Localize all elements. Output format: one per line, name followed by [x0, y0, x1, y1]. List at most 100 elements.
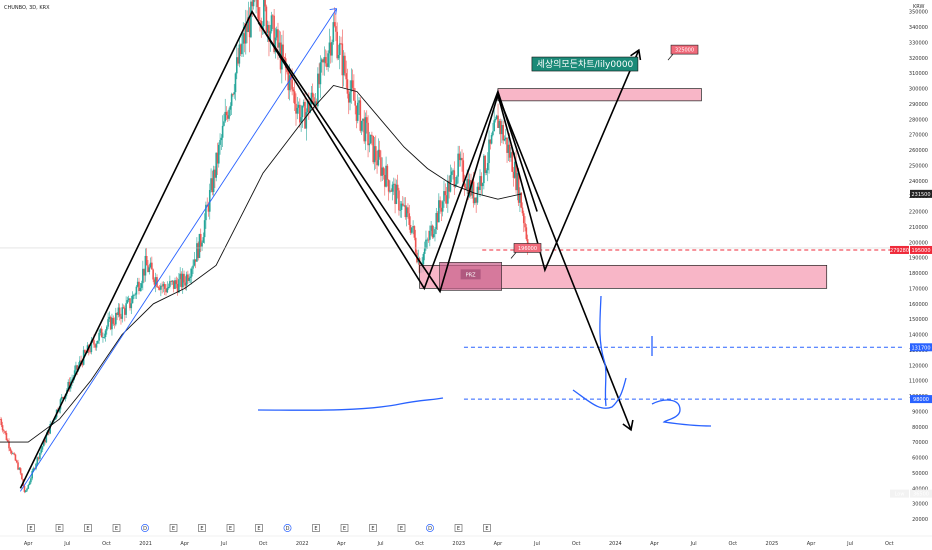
uptrend-line[interactable] [19, 8, 338, 492]
candle [95, 343, 98, 348]
candle [274, 37, 277, 53]
candle [148, 267, 151, 273]
candle [108, 316, 111, 320]
y-tick-label: 290000 [909, 102, 928, 108]
supply-demand-zones[interactable]: PRZ [419, 88, 828, 291]
candle [344, 55, 346, 74]
candle [13, 453, 15, 455]
candle [313, 97, 315, 105]
candle [319, 62, 322, 85]
earnings-marker[interactable] [312, 524, 320, 532]
candle [510, 152, 512, 158]
candle [48, 430, 50, 434]
earnings-marker[interactable] [226, 524, 235, 532]
candle [445, 195, 448, 204]
candle [372, 135, 375, 163]
prz-zone[interactable] [419, 264, 828, 289]
candle [495, 115, 498, 120]
earnings-marker[interactable] [112, 524, 121, 532]
candle [1, 425, 4, 431]
earnings-marker[interactable] [369, 524, 377, 532]
trendline[interactable] [19, 8, 338, 492]
candle [131, 295, 134, 304]
candle [374, 146, 377, 161]
candle [292, 89, 295, 92]
candle [436, 212, 439, 223]
earnings-marker[interactable] [55, 524, 64, 532]
earnings-marker[interactable] [198, 524, 206, 532]
dividend-marker[interactable] [283, 524, 292, 532]
candle [199, 233, 202, 247]
x-tick-label: Apr [650, 541, 660, 547]
earnings-marker[interactable] [454, 524, 463, 532]
candle [248, 17, 251, 38]
ma-path [0, 84, 522, 443]
candle [62, 396, 64, 399]
candle [203, 220, 206, 238]
big-zigzag-path[interactable] [19, 10, 538, 489]
candle [149, 262, 152, 268]
earnings-marker[interactable] [483, 524, 491, 532]
earnings-marker[interactable] [27, 524, 35, 532]
earnings-marker[interactable] [255, 524, 263, 532]
candle [278, 42, 281, 48]
candle [513, 161, 516, 178]
candle [212, 169, 215, 193]
candle [463, 182, 466, 188]
projection-down-path[interactable] [497, 94, 632, 431]
price-tag[interactable] [670, 44, 699, 55]
candle [275, 29, 278, 38]
dividend-marker[interactable] [141, 524, 149, 532]
candle [392, 183, 395, 185]
candle [300, 117, 302, 123]
candle [42, 439, 45, 447]
candle [320, 59, 323, 63]
candle [18, 468, 21, 470]
candle [477, 186, 480, 190]
resistance-zone[interactable] [497, 88, 702, 102]
candle [120, 316, 122, 319]
candle [4, 431, 6, 433]
candle [337, 55, 340, 59]
candle [30, 478, 32, 483]
candle [402, 203, 404, 206]
candle [135, 286, 138, 295]
candle [215, 152, 218, 178]
candle [483, 155, 485, 184]
y-tick-label: 280000 [909, 117, 928, 123]
price-axis[interactable]: 20000 30000 40000 50000 60000 70000 80000 90000… [909, 10, 928, 523]
price-tags[interactable]: 325000 196000 [510, 44, 699, 259]
earnings-marker[interactable] [84, 524, 92, 532]
candle [430, 225, 432, 231]
dividend-marker[interactable] [426, 524, 434, 532]
axis-tag-prefix: Low [895, 492, 905, 498]
earnings-marker[interactable] [397, 524, 406, 532]
candle [166, 288, 169, 293]
time-axis[interactable]: Apr Jul Oct 2021 Apr Jul Oct 2022 Apr Jul Oct 2023 A… [24, 541, 894, 547]
candle [205, 204, 207, 221]
y-tick-label: 250000 [909, 163, 928, 169]
candle [331, 41, 333, 56]
candle [0, 419, 3, 426]
earnings-marker[interactable] [340, 524, 349, 532]
candle [0, 419, 1, 420]
candle [335, 26, 337, 32]
candle [398, 190, 400, 211]
axis-tag-value: 98000 [913, 397, 929, 403]
candle [376, 160, 378, 166]
zigzag-patterns[interactable] [19, 10, 642, 489]
y-tick-label: 330000 [909, 40, 928, 46]
annotations[interactable]: 세상의모든차트/lily0000 [531, 56, 639, 72]
candle [117, 307, 120, 315]
candle [116, 312, 118, 315]
candle [512, 171, 515, 178]
event-marker-letter: D [428, 526, 432, 532]
candle [225, 111, 228, 116]
price-tag[interactable] [513, 243, 542, 253]
candle [6, 440, 9, 442]
earnings-marker[interactable] [169, 524, 178, 532]
candle [160, 285, 162, 290]
candle [17, 462, 19, 470]
